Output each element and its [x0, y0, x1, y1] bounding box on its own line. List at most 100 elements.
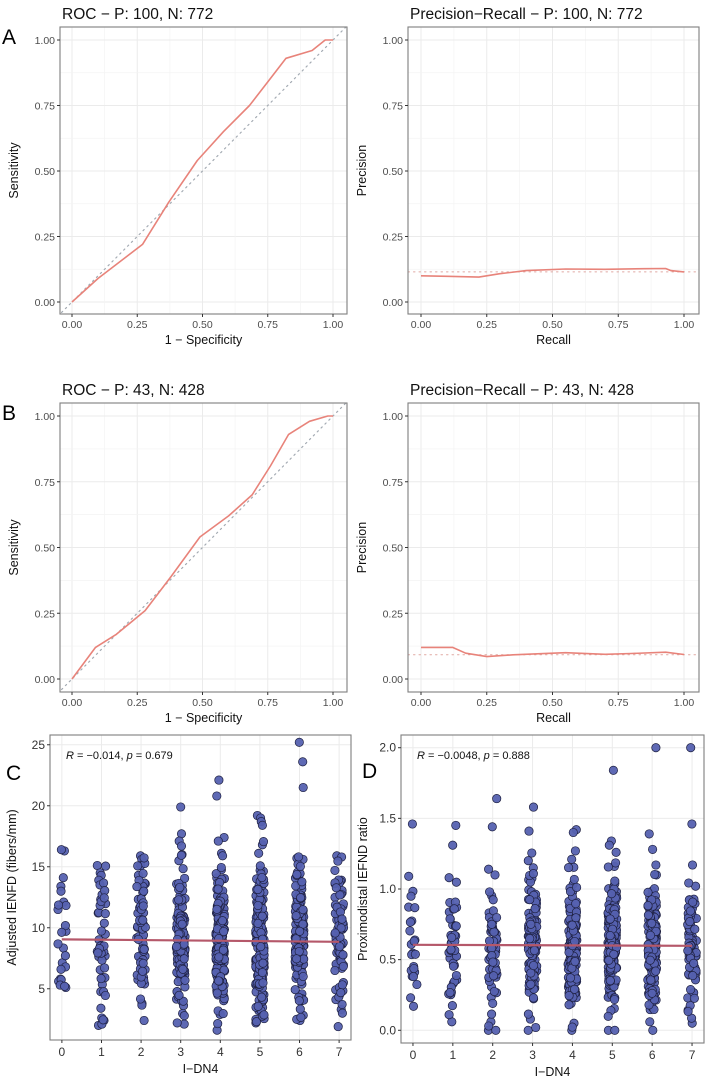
data-point: [180, 975, 190, 985]
data-point: [132, 882, 142, 892]
data-point: [257, 992, 267, 1002]
data-point: [568, 827, 578, 838]
x-tick-label: 0.00: [411, 319, 432, 331]
data-point: [330, 928, 340, 938]
data-point: [570, 957, 580, 967]
data-point: [296, 893, 306, 903]
data-point: [257, 820, 267, 830]
data-point: [410, 949, 420, 959]
y-tick-label: 0.75: [35, 477, 56, 489]
y-tick-label: 0.50: [35, 166, 56, 178]
data-point: [333, 856, 343, 866]
data-point: [298, 971, 308, 982]
chart-title: Precision−Recall − P: 43, N: 428: [410, 382, 634, 399]
data-point: [688, 971, 698, 981]
chart-title: Precision−Recall − P: 100, N: 772: [410, 6, 643, 23]
y-axis-label: Precision: [355, 522, 369, 573]
data-point: [523, 856, 533, 866]
data-point: [291, 954, 302, 964]
data-point: [291, 911, 301, 921]
data-point: [175, 882, 185, 892]
data-point: [218, 945, 228, 955]
data-point: [643, 887, 653, 897]
y-tick-label: 0.75: [383, 101, 404, 113]
data-point: [528, 802, 539, 812]
gridlines: [408, 27, 699, 314]
y-tick-label: 5: [38, 982, 45, 996]
data-point: [484, 864, 494, 874]
x-tick-label: 4: [217, 1045, 224, 1059]
data-point: [53, 900, 64, 910]
data-point: [57, 927, 67, 937]
data-point: [451, 820, 461, 830]
x-tick-label: 0.50: [192, 697, 213, 709]
data-point: [139, 886, 149, 896]
data-point: [686, 743, 696, 753]
data-point: [525, 895, 535, 905]
data-point: [298, 782, 308, 793]
data-point: [99, 878, 109, 888]
data-point: [408, 972, 418, 982]
data-point: [488, 998, 498, 1008]
data-point: [448, 961, 459, 971]
reference-diagonal: [60, 26, 347, 314]
data-point: [176, 850, 186, 860]
y-tick-label: 0.50: [35, 543, 56, 555]
data-point: [254, 848, 264, 858]
roc-curve: [71, 39, 333, 303]
y-axis-label: Precision: [355, 145, 369, 196]
data-point: [292, 869, 302, 880]
data-point: [294, 737, 304, 747]
y-axis-label: Adjusted IENFD (fibers/mm): [5, 809, 19, 965]
data-point: [251, 1017, 262, 1027]
data-point: [212, 988, 222, 998]
data-point: [213, 1019, 223, 1029]
y-tick-label: 20: [32, 799, 46, 813]
data-point: [526, 979, 536, 989]
x-tick-label: 2: [489, 1048, 496, 1062]
data-point: [257, 911, 267, 921]
annotation-p-value: = 0.888: [490, 750, 530, 762]
data-point: [647, 988, 657, 998]
data-point: [690, 924, 700, 934]
chart-title: ROC − P: 100, N: 772: [62, 6, 213, 23]
data-point: [58, 873, 68, 883]
data-point: [138, 958, 148, 968]
data-point: [139, 853, 149, 863]
data-point: [138, 868, 148, 879]
data-point: [213, 884, 223, 894]
x-tick-label: 1.00: [674, 697, 695, 709]
gridlines: [60, 27, 347, 314]
x-tick-label: 0.50: [192, 319, 213, 331]
data-point: [298, 905, 308, 915]
data-point: [138, 966, 148, 976]
data-point: [99, 893, 109, 903]
data-point: [569, 874, 579, 884]
data-point: [565, 973, 576, 983]
data-point: [567, 920, 577, 930]
data-point: [96, 974, 106, 984]
gridlines: [408, 403, 699, 692]
data-point: [294, 996, 304, 1006]
data-point: [685, 917, 695, 927]
data-point: [604, 840, 614, 850]
data-point: [528, 993, 539, 1003]
data-point: [138, 901, 148, 911]
data-point: [484, 1021, 494, 1031]
data-point: [214, 952, 224, 962]
data-point: [445, 988, 455, 998]
data-point: [524, 826, 534, 836]
x-tick-label: 7: [336, 1045, 343, 1059]
y-tick-label: 0.25: [35, 608, 56, 620]
data-point: [444, 873, 454, 883]
y-tick-label: 0.5: [379, 953, 396, 967]
y-tick-label: 0.75: [383, 477, 404, 489]
data-point: [98, 1015, 108, 1025]
x-tick-label: 0.75: [608, 319, 629, 331]
x-tick-label: 0.75: [608, 697, 629, 709]
data-point: [138, 915, 148, 925]
data-point: [447, 1001, 457, 1011]
data-point: [294, 852, 304, 862]
data-point: [525, 934, 535, 944]
data-point: [647, 918, 657, 928]
